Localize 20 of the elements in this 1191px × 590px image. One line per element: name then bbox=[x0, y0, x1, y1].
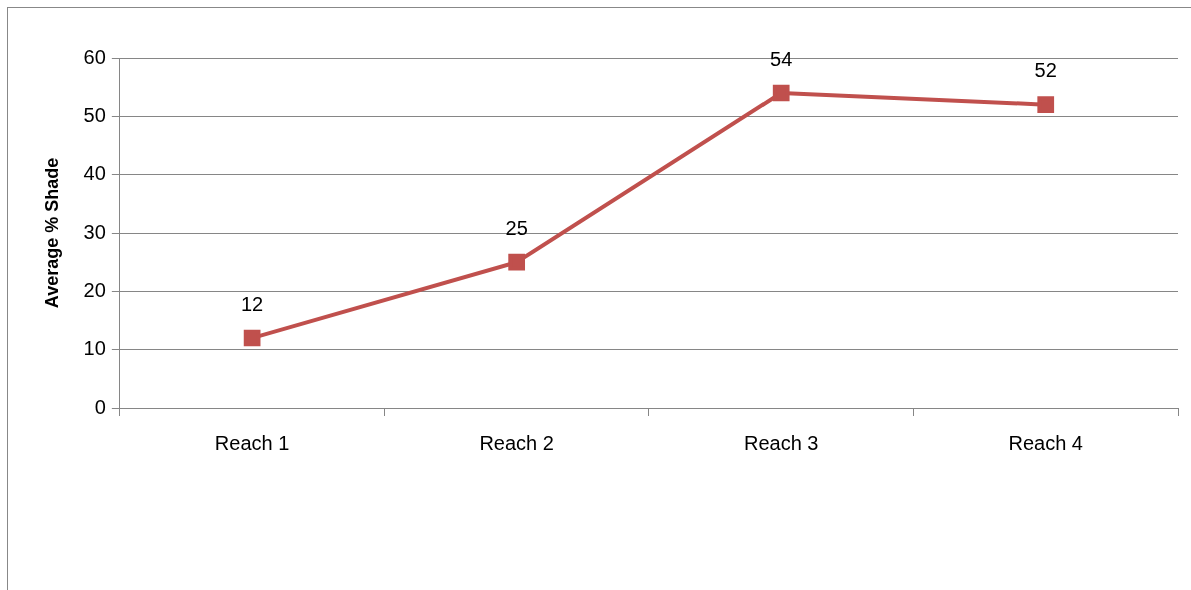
x-tick-label: Reach 1 bbox=[214, 431, 290, 454]
point bbox=[243, 329, 261, 347]
point bbox=[772, 84, 790, 102]
data-label: 52 bbox=[1034, 59, 1057, 82]
x-tick-label: Reach 2 bbox=[479, 431, 554, 454]
y-axis-title: Average % Shade bbox=[41, 157, 62, 309]
y-tick-label: 20 bbox=[83, 278, 106, 301]
y-tick-label: 30 bbox=[83, 220, 106, 243]
y-tick-label: 60 bbox=[83, 45, 106, 68]
y-tick-label: 10 bbox=[83, 337, 106, 360]
y-tick-label: 0 bbox=[94, 395, 106, 418]
y-tick-label: 50 bbox=[83, 103, 106, 126]
point bbox=[1037, 96, 1055, 114]
point bbox=[508, 253, 526, 271]
data-label: 54 bbox=[770, 47, 793, 70]
x-tick-label: Reach 4 bbox=[1008, 431, 1083, 454]
data-label: 12 bbox=[240, 292, 264, 315]
x-tick-label: Reach 3 bbox=[743, 431, 819, 454]
data-label: 25 bbox=[505, 216, 528, 239]
y-tick-label: 40 bbox=[83, 162, 106, 185]
